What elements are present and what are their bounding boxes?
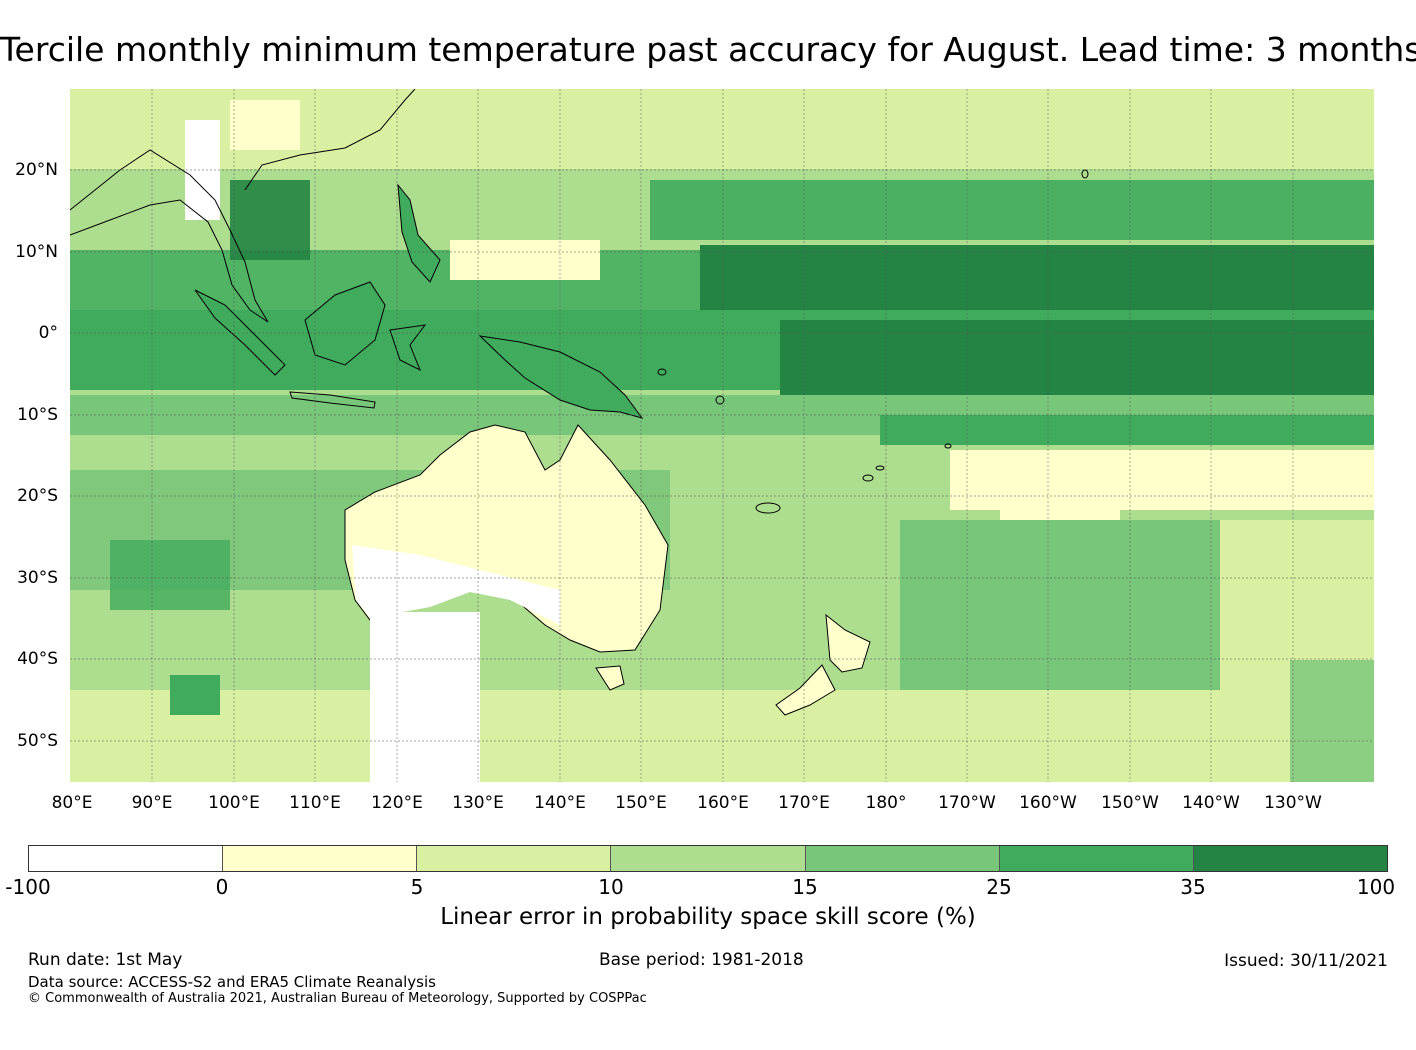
lon-label-130e: 130°E [452,793,504,813]
colorbar-segment [29,846,224,871]
run-date: Run date: 1st May [28,950,183,970]
lat-label-0: 0° [38,323,58,343]
issued-date: Issued: 30/11/2021 [1224,951,1388,971]
colorbar-segment [417,846,612,871]
data-source: Data source: ACCESS-S2 and ERA5 Climate … [28,973,436,991]
base-period: Base period: 1981-2018 [599,950,804,970]
colorbar-tick: -100 [5,875,51,899]
lon-label-170w: 170°W [938,793,996,813]
lon-label-150w: 150°W [1101,793,1159,813]
lon-label-180: 180° [865,793,907,813]
lat-label-10s: 10°S [17,405,58,425]
lon-label-130w: 130°W [1264,793,1322,813]
lon-label-140e: 140°E [534,793,586,813]
lon-label-150e: 150°E [615,793,667,813]
lat-label-40s: 40°S [17,649,58,669]
lat-label-20n: 20°N [15,160,58,180]
map-gridlines [70,89,1374,782]
colorbar-tick: 100 [1356,875,1396,899]
copyright-notice: © Commonwealth of Australia 2021, Austra… [28,991,647,1006]
colorbar-tick: 15 [792,875,818,899]
colorbar-label: Linear error in probability space skill … [440,904,976,930]
chart-title: Tercile monthly minimum temperature past… [0,30,1416,69]
lon-label-120e: 120°E [371,793,423,813]
colorbar-tick: 5 [410,875,424,899]
lon-label-80e: 80°E [51,793,93,813]
lon-label-160w: 160°W [1019,793,1077,813]
colorbar [28,845,1388,872]
lat-label-30s: 30°S [17,568,58,588]
lon-label-140w: 140°W [1182,793,1240,813]
lon-label-90e: 90°E [131,793,173,813]
lat-label-10n: 10°N [15,242,58,262]
colorbar-segment [999,846,1194,871]
lon-label-110e: 110°E [289,793,341,813]
colorbar-tick: 25 [986,875,1012,899]
colorbar-segment [223,846,418,871]
lon-label-160e: 160°E [697,793,749,813]
colorbar-segment [805,846,1000,871]
colorbar-tick: 35 [1180,875,1206,899]
lat-label-50s: 50°S [17,731,58,751]
lon-label-170e: 170°E [778,793,830,813]
lon-label-100e: 100°E [208,793,260,813]
lat-label-20s: 20°S [17,486,58,506]
colorbar-segment [611,846,806,871]
colorbar-segment [1193,846,1387,871]
colorbar-tick: 10 [598,875,624,899]
colorbar-tick: 0 [215,875,229,899]
